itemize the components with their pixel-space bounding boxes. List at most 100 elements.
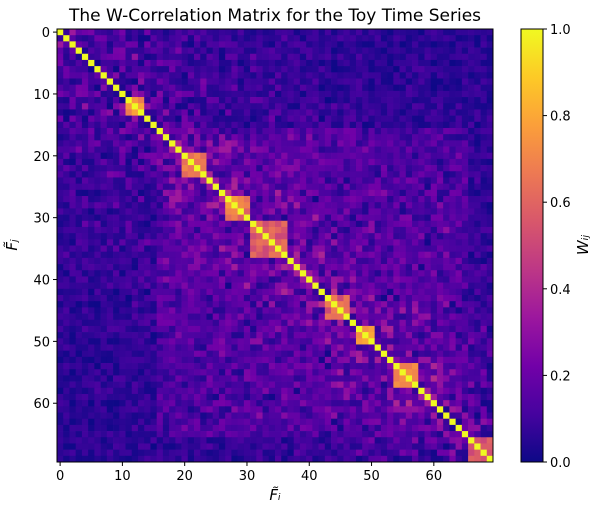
heatmap-cell bbox=[69, 363, 77, 370]
heatmap-cell bbox=[137, 196, 145, 203]
heatmap-cell bbox=[355, 400, 363, 407]
heatmap-cell bbox=[299, 103, 307, 110]
heatmap-cell bbox=[331, 307, 338, 314]
heatmap-cell bbox=[374, 189, 382, 197]
heatmap-cell bbox=[57, 245, 64, 253]
heatmap-cell bbox=[486, 53, 494, 61]
heatmap-cell bbox=[144, 431, 151, 438]
heatmap-cell bbox=[362, 202, 369, 209]
heatmap-cell bbox=[468, 202, 475, 209]
heatmap-cell bbox=[119, 226, 126, 234]
heatmap-cell bbox=[343, 363, 351, 370]
heatmap-cell bbox=[474, 97, 481, 104]
heatmap-cell bbox=[206, 381, 214, 389]
heatmap-cell bbox=[362, 97, 369, 104]
heatmap-cell bbox=[57, 84, 64, 92]
heatmap-cell bbox=[306, 400, 313, 407]
heatmap-cell bbox=[137, 202, 145, 209]
x-tick-label: 50 bbox=[363, 469, 380, 484]
heatmap-cell bbox=[169, 282, 176, 290]
heatmap-cell bbox=[343, 146, 351, 154]
heatmap-cell bbox=[331, 208, 338, 215]
heatmap-cell bbox=[443, 239, 450, 246]
heatmap-cell bbox=[331, 84, 338, 92]
heatmap-cell bbox=[461, 424, 469, 432]
heatmap-cell bbox=[75, 319, 83, 327]
heatmap-cell bbox=[125, 90, 133, 98]
heatmap-cell bbox=[206, 177, 214, 184]
heatmap-cell bbox=[262, 276, 270, 283]
heatmap-cell bbox=[461, 412, 469, 420]
heatmap-cell bbox=[169, 121, 176, 129]
heatmap-cell bbox=[355, 47, 363, 55]
heatmap-cell bbox=[418, 29, 425, 36]
heatmap-cell bbox=[113, 127, 120, 135]
heatmap-cell bbox=[299, 233, 307, 240]
heatmap-cell bbox=[69, 127, 77, 135]
heatmap-cell bbox=[231, 134, 238, 141]
heatmap-cell bbox=[418, 294, 425, 302]
heatmap-cell bbox=[231, 400, 238, 407]
heatmap-cell bbox=[262, 103, 270, 110]
heatmap-cell bbox=[75, 276, 83, 283]
heatmap-cell bbox=[449, 332, 456, 339]
heatmap-cell bbox=[212, 29, 220, 36]
heatmap-cell bbox=[69, 84, 77, 92]
heatmap-cell bbox=[175, 146, 182, 154]
heatmap-cell bbox=[212, 127, 220, 135]
heatmap-cell bbox=[412, 84, 419, 92]
heatmap-cell bbox=[368, 424, 376, 432]
heatmap-cell bbox=[156, 214, 164, 222]
heatmap-cell bbox=[144, 72, 151, 79]
heatmap-cell bbox=[412, 97, 419, 104]
heatmap-cell bbox=[349, 288, 357, 296]
heatmap-cell bbox=[57, 369, 64, 376]
x-tick-label: 30 bbox=[239, 469, 256, 484]
heatmap-cell bbox=[237, 97, 245, 104]
heatmap-cell bbox=[268, 115, 276, 123]
heatmap-cell bbox=[131, 103, 139, 110]
heatmap-cell bbox=[331, 103, 338, 110]
heatmap-cell bbox=[306, 97, 313, 104]
heatmap-cell bbox=[88, 449, 95, 457]
heatmap-cell bbox=[88, 47, 95, 55]
heatmap-cell bbox=[337, 158, 344, 166]
heatmap-cell bbox=[181, 332, 189, 339]
heatmap-cell bbox=[405, 59, 413, 67]
heatmap-cell bbox=[162, 103, 170, 110]
heatmap-cell bbox=[181, 251, 189, 259]
heatmap-cell bbox=[175, 29, 182, 36]
heatmap-cell bbox=[81, 146, 89, 154]
heatmap-cell bbox=[449, 115, 456, 123]
heatmap-cell bbox=[162, 47, 170, 55]
heatmap-cell bbox=[362, 412, 369, 420]
heatmap-cell bbox=[443, 103, 450, 110]
heatmap-cell bbox=[349, 165, 357, 172]
heatmap-cell bbox=[94, 72, 101, 79]
heatmap-cell bbox=[175, 406, 182, 413]
heatmap-cell bbox=[250, 301, 257, 308]
heatmap-cell bbox=[318, 196, 326, 203]
heatmap-cell bbox=[312, 202, 319, 209]
heatmap-cell bbox=[287, 177, 295, 184]
heatmap-cell bbox=[387, 282, 394, 290]
heatmap-cell bbox=[243, 437, 251, 444]
heatmap-cell bbox=[331, 325, 338, 333]
heatmap-cell bbox=[156, 97, 164, 104]
heatmap-cell bbox=[113, 158, 120, 166]
heatmap-cell bbox=[405, 418, 413, 426]
heatmap-cell bbox=[287, 257, 295, 265]
heatmap-cell bbox=[349, 400, 357, 407]
heatmap-cell bbox=[281, 226, 288, 234]
heatmap-cell bbox=[324, 418, 332, 426]
heatmap-cell bbox=[268, 220, 276, 228]
heatmap-cell bbox=[461, 406, 469, 413]
heatmap-cell bbox=[175, 127, 182, 135]
heatmap-cell bbox=[94, 313, 101, 321]
heatmap-cell bbox=[399, 220, 407, 228]
heatmap-cell bbox=[312, 171, 319, 178]
heatmap-cell bbox=[63, 276, 70, 283]
heatmap-cell bbox=[337, 121, 344, 129]
heatmap-cell bbox=[374, 301, 382, 308]
heatmap-cell bbox=[94, 183, 101, 191]
